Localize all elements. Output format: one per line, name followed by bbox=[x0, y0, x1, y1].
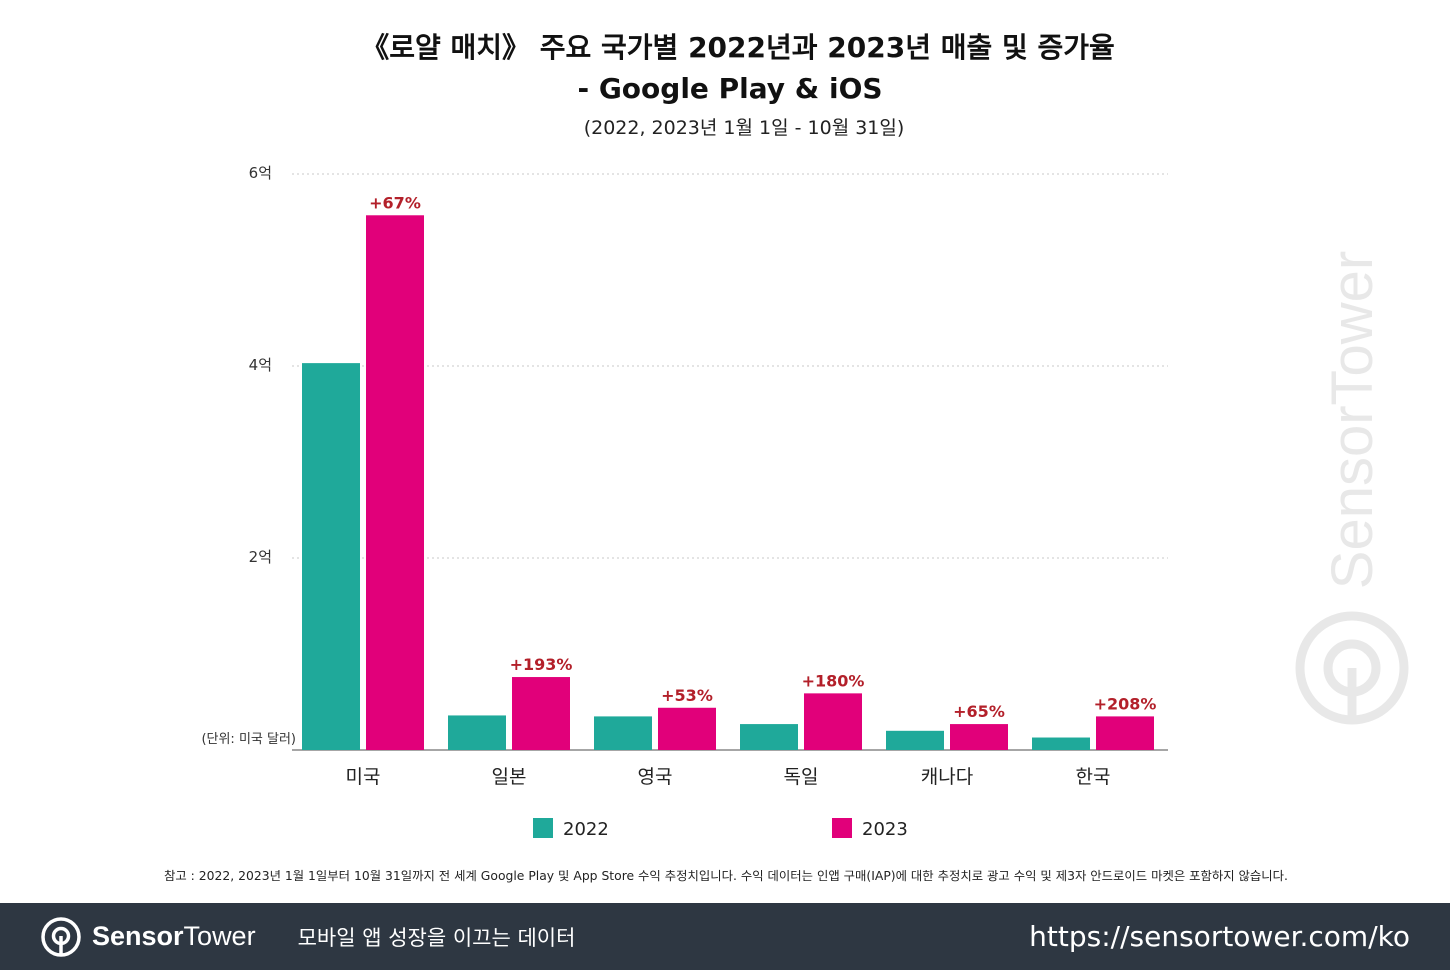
bar-2022-3 bbox=[740, 724, 798, 750]
bars bbox=[302, 215, 1154, 750]
brand-name: SensorTower bbox=[92, 921, 256, 952]
legend-swatch-2023 bbox=[832, 818, 852, 838]
gridlines bbox=[292, 173, 1168, 559]
growth-label: +208% bbox=[1094, 694, 1157, 713]
bar-2023-3 bbox=[804, 693, 862, 750]
bar-2022-5 bbox=[1032, 737, 1090, 750]
bar-2022-0 bbox=[302, 363, 360, 750]
legend-label-2023: 2023 bbox=[862, 819, 908, 840]
legend: 2022 2023 bbox=[533, 818, 908, 840]
website-link[interactable]: https://sensortower.com/ko bbox=[1029, 920, 1410, 953]
bar-2023-5 bbox=[1096, 716, 1154, 750]
bar-2022-1 bbox=[448, 715, 506, 750]
x-tick-label: 일본 bbox=[492, 766, 527, 788]
watermark-text: SensorTower bbox=[1320, 251, 1385, 589]
growth-label: +53% bbox=[661, 686, 713, 705]
brand-name-light: Tower bbox=[183, 921, 256, 951]
sensortower-logo-icon bbox=[41, 916, 81, 957]
y-axis-ticks: 2억 4억 6억 bbox=[249, 164, 272, 566]
x-axis-ticks: 미국 일본 영국 독일 캐나다 한국 bbox=[346, 766, 1111, 788]
unit-label: (단위: 미국 달러) bbox=[201, 732, 296, 747]
y-tick-label: 2억 bbox=[249, 548, 272, 566]
bar-2023-4 bbox=[950, 724, 1008, 750]
brand-logo[interactable]: SensorTower bbox=[40, 916, 256, 958]
growth-label: +193% bbox=[510, 655, 573, 674]
growth-label: +180% bbox=[802, 671, 865, 690]
bar-2023-2 bbox=[658, 707, 716, 750]
y-tick-label: 4억 bbox=[249, 356, 272, 374]
legend-swatch-2022 bbox=[533, 818, 553, 838]
x-tick-label: 미국 bbox=[346, 766, 381, 788]
bar-2023-1 bbox=[512, 677, 570, 750]
y-tick-label: 6억 bbox=[249, 164, 272, 182]
growth-labels: +67% +193% +53% +180% +65% +208% bbox=[369, 193, 1156, 721]
watermark-logo-icon bbox=[1295, 611, 1409, 725]
x-tick-label: 캐나다 bbox=[921, 766, 973, 788]
bar-2022-2 bbox=[594, 716, 652, 750]
bar-2023-0 bbox=[366, 215, 424, 750]
bar-2022-4 bbox=[886, 730, 944, 750]
tagline: 모바일 앱 성장을 이끄는 데이터 bbox=[297, 925, 576, 950]
chart: 《로얄 매치》 주요 국가별 2022년과 2023년 매출 및 증가율 - G… bbox=[164, 31, 1409, 883]
chart-title-line1: 《로얄 매치》 주요 국가별 2022년과 2023년 매출 및 증가율 bbox=[361, 31, 1115, 64]
footer-bar: SensorTower 모바일 앱 성장을 이끄는 데이터 https://se… bbox=[0, 903, 1450, 970]
brand-name-bold: Sensor bbox=[92, 921, 184, 951]
chart-title-line2: - Google Play & iOS bbox=[577, 72, 882, 105]
x-tick-label: 한국 bbox=[1076, 766, 1111, 788]
x-tick-label: 독일 bbox=[784, 766, 819, 788]
legend-label-2022: 2022 bbox=[563, 819, 609, 840]
growth-label: +67% bbox=[369, 193, 421, 212]
growth-label: +65% bbox=[953, 702, 1005, 721]
footnote: 참고 : 2022, 2023년 1월 1일부터 10월 31일까지 전 세계 … bbox=[164, 869, 1288, 883]
x-tick-label: 영국 bbox=[638, 766, 673, 788]
chart-subtitle: (2022, 2023년 1월 1일 - 10월 31일) bbox=[584, 117, 905, 139]
